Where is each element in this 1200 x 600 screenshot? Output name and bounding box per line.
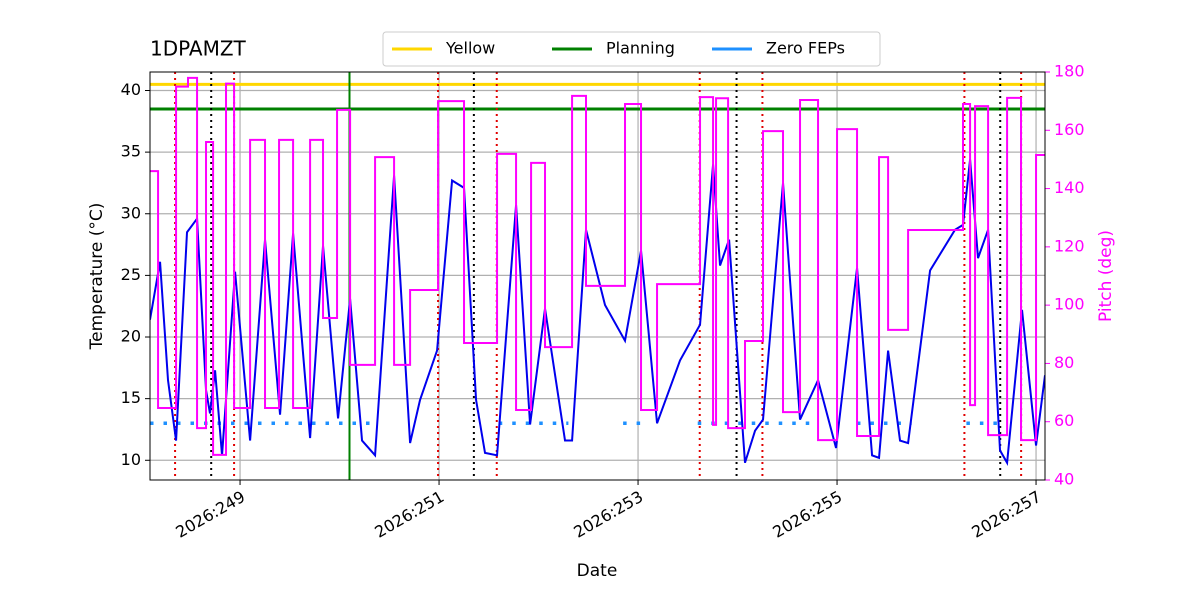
y2-tick-label: 180 [1054, 62, 1085, 81]
line-series [150, 159, 1045, 466]
y2-tick-label: 40 [1054, 470, 1074, 489]
y-tick-label: 35 [121, 142, 141, 161]
y2-tick-label: 100 [1054, 295, 1085, 314]
legend-label: Zero FEPs [766, 39, 845, 58]
line-series [150, 76, 1045, 456]
y-tick-label: 25 [121, 265, 141, 284]
y-tick-label: 30 [121, 203, 141, 222]
y2-tick-label: 140 [1054, 178, 1085, 197]
plot-area [150, 72, 1045, 480]
y-tick-label: 20 [121, 327, 141, 346]
y2-tick-label: 160 [1054, 120, 1085, 139]
y-tick-label: 15 [121, 388, 141, 407]
x-axis-label: Date [577, 561, 618, 581]
y-axis-label: Temperature (°C) [87, 203, 107, 351]
y2-tick-label: 60 [1054, 411, 1074, 430]
y-tick-label: 10 [121, 450, 141, 469]
y2-tick-label: 80 [1054, 353, 1074, 372]
legend-label: Yellow [445, 39, 495, 58]
legend-label: Planning [606, 39, 675, 58]
plot-frame [149, 71, 1046, 481]
y-tick-label: 40 [121, 80, 141, 99]
legend-box [382, 31, 881, 67]
y2-axis-label: Pitch (deg) [1096, 230, 1116, 322]
chart-title: 1DPAMZT [150, 37, 247, 61]
y2-tick-label: 120 [1054, 236, 1085, 255]
